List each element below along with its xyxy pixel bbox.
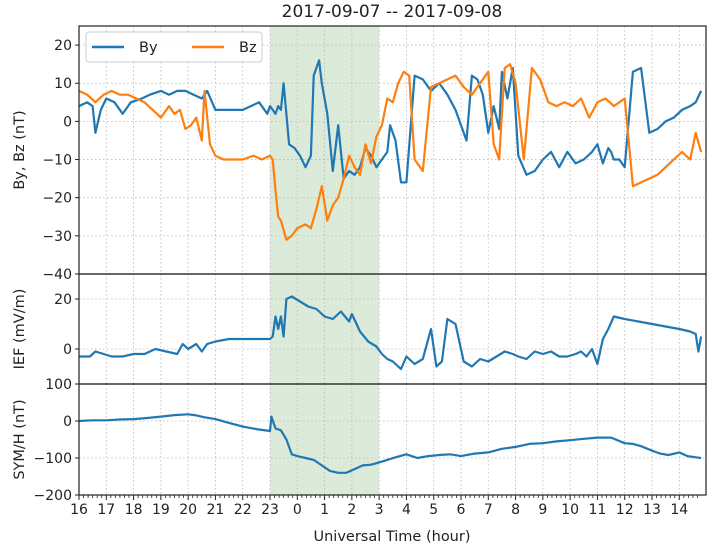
y-tick-label: −30 [42,229,72,245]
y-axis-label-sym-h: SYM/H (nT) [12,399,28,479]
x-tick-label: 8 [511,502,520,518]
legend: By Bz [85,31,263,63]
x-tick-label: 4 [402,502,411,518]
y-tick-label: 20 [54,38,72,54]
x-tick-label: 7 [484,502,493,518]
x-tick-label: 13 [643,502,661,518]
y-tick-label: 0 [63,114,72,130]
x-tick-label: 5 [429,502,438,518]
chart-title: 2017-09-07 -- 2017-09-08 [282,2,503,22]
y-tick-label: −100 [34,451,72,467]
series-ief [79,295,703,371]
x-tick-label: 12 [616,502,634,518]
series-sym-h [78,413,702,474]
x-tick-label: 10 [561,502,579,518]
grid-lines [78,26,706,495]
x-tick-label: 18 [125,502,143,518]
legend-label-bz: Bz [239,40,257,56]
x-tick-label: 16 [70,502,88,518]
y-tick-label: 0 [63,342,72,358]
y-tick-label: −10 [42,153,72,169]
series-bz [78,63,703,241]
data-series [78,59,703,474]
x-tick-label: 21 [207,502,225,518]
legend-label-by: By [139,40,158,56]
x-tick-label: 0 [293,502,302,518]
x-axis-ticks: 16 17 18 19 20 21 22 23 0 1 2 3 4 5 6 7 8 9 10 11 12 13 14 [70,495,698,518]
y-tick-label: −200 [34,488,72,504]
x-axis-label: Universal Time (hour) [314,529,471,545]
y-tick-label: 10 [54,76,72,92]
y-axis-label-b-field: By, Bz (nT) [12,110,28,189]
y-tick-label: 0 [63,414,72,430]
x-tick-label: 1 [320,502,329,518]
x-tick-label: 17 [97,502,115,518]
y-tick-label: 100 [45,377,72,393]
x-tick-label: 6 [457,502,466,518]
x-tick-label: 11 [589,502,607,518]
x-tick-label: 19 [152,502,170,518]
x-tick-label: 3 [375,502,384,518]
panel-frames [78,25,707,496]
x-tick-label: 22 [234,502,252,518]
y-tick-label: 20 [54,292,72,308]
x-tick-label: 9 [538,502,547,518]
x-tick-label: 2 [347,502,356,518]
y-axis-label-ief: IEF (mV/m) [12,289,28,370]
x-tick-label: 14 [670,502,688,518]
x-tick-label: 23 [261,502,279,518]
y-axis-labels: By, Bz (nT) IEF (mV/m) SYM/H (nT) [12,110,28,479]
x-tick-label: 20 [179,502,197,518]
y-tick-label: −40 [42,267,72,283]
y-tick-label: −20 [42,191,72,207]
